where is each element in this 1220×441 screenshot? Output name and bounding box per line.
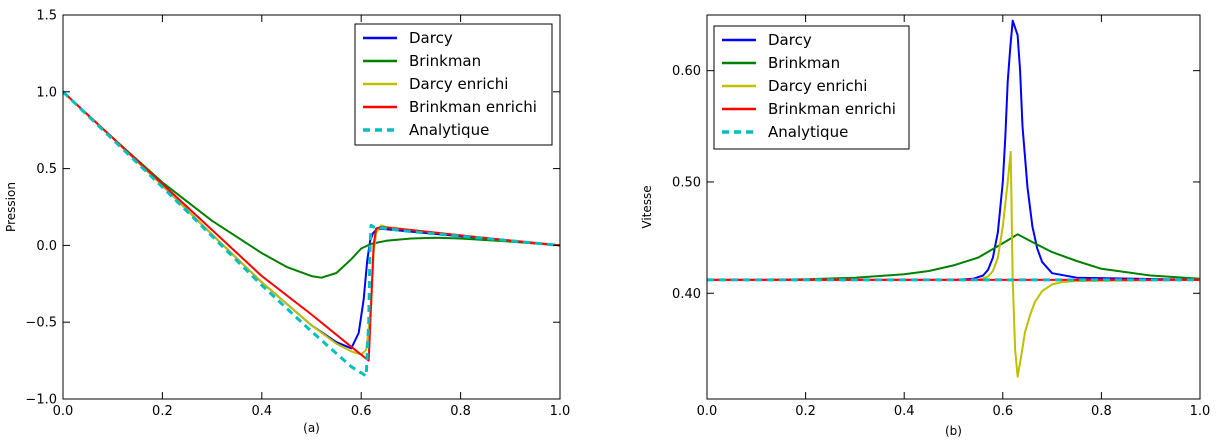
legend-label-2: Darcy enrichi — [409, 75, 508, 93]
y-tick-label: 0.50 — [672, 175, 701, 190]
series-line-1 — [63, 91, 560, 279]
x-tick-label: 0.4 — [251, 404, 272, 419]
series-line-1 — [707, 233, 1200, 281]
legend-label-4: Analytique — [768, 123, 848, 141]
legend-label-4: Analytique — [409, 121, 489, 139]
x-tick-label: 1.0 — [550, 404, 571, 419]
x-tick-label: 0.4 — [894, 404, 915, 419]
y-tick-label: −1.0 — [25, 393, 57, 408]
legend-label-2: Darcy enrichi — [768, 77, 867, 95]
y-tick-label: 1.0 — [36, 85, 57, 100]
y-tick-label: 1.5 — [36, 9, 57, 24]
x-tick-label: 0.8 — [1091, 404, 1112, 419]
chart-caption: (b) — [945, 424, 962, 438]
x-tick-label: 0.6 — [351, 404, 372, 419]
series-line-2 — [707, 150, 1200, 378]
y-tick-label: 0.5 — [36, 162, 57, 177]
series-line-0 — [707, 19, 1200, 281]
legend-label-3: Brinkman enrichi — [768, 100, 896, 118]
legend-label-1: Brinkman — [768, 54, 840, 72]
x-tick-label: 0.6 — [992, 404, 1013, 419]
x-tick-label: 1.0 — [1190, 404, 1211, 419]
legend-label-1: Brinkman — [409, 52, 481, 70]
x-tick-label: 0.8 — [450, 404, 471, 419]
x-tick-label: 0.2 — [795, 404, 816, 419]
legend: Darcy Brinkman Darcy enrichi Brinkman enric… — [713, 25, 910, 150]
x-tick-label: 0.0 — [53, 404, 74, 419]
series-line-4 — [63, 90, 560, 378]
chart-pression: 0.0 0.2 0.4 0.6 0.8 1.0 −1.0 −0.5 0.0 0.5 1.0 1.5 Pr… — [4, 9, 570, 436]
y-tick-label: 0.60 — [672, 64, 701, 79]
legend-label-0: Darcy — [409, 29, 453, 47]
legend-label-0: Darcy — [768, 31, 812, 49]
x-tick-label: 0.2 — [152, 404, 173, 419]
legend-box — [713, 25, 910, 150]
y-axis-label: Pression — [4, 182, 18, 232]
y-tick-label: −0.5 — [25, 316, 57, 331]
y-tick-label: 0.40 — [672, 287, 701, 302]
legend-label-3: Brinkman enrichi — [409, 98, 537, 116]
series-group — [707, 19, 1200, 378]
y-axis-label: Vitesse — [640, 185, 654, 228]
y-tick-label: 0.0 — [36, 239, 57, 254]
series-group — [63, 90, 560, 378]
axes-frame — [706, 14, 1201, 400]
x-tick-label: 0.0 — [697, 404, 718, 419]
chart-caption: (a) — [303, 421, 320, 435]
chart-vitesse: 0.0 0.2 0.4 0.6 0.8 1.0 0.40 0.50 0.60 Vitesse (b)… — [640, 14, 1211, 438]
axes-frame — [62, 14, 561, 400]
legend: Darcy Brinkman Darcy enrichi Brinkman enric… — [354, 23, 553, 146]
